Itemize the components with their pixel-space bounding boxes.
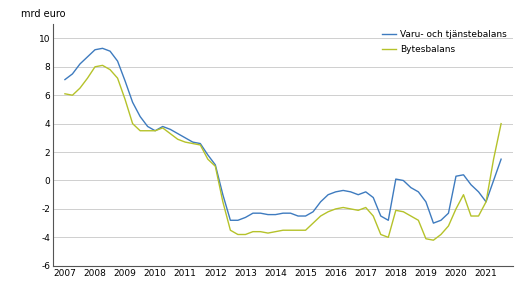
Varu- och tjänstebalans xyxy=(99,47,106,50)
Varu- och tjänstebalans xyxy=(430,221,436,225)
Bytesbalans xyxy=(430,238,436,242)
Varu- och tjänstebalans xyxy=(137,115,143,118)
Bytesbalans xyxy=(114,76,121,80)
Bytesbalans xyxy=(77,86,83,90)
Bytesbalans xyxy=(182,140,188,144)
Varu- och tjänstebalans xyxy=(182,136,188,140)
Varu- och tjänstebalans xyxy=(498,157,504,161)
Bytesbalans xyxy=(137,129,143,133)
Varu- och tjänstebalans xyxy=(77,62,83,66)
Varu- och tjänstebalans xyxy=(385,218,391,222)
Varu- och tjänstebalans xyxy=(295,214,301,218)
Bytesbalans xyxy=(62,92,68,96)
Varu- och tjänstebalans xyxy=(62,78,68,82)
Bytesbalans xyxy=(498,122,504,125)
Varu- och tjänstebalans xyxy=(114,59,121,63)
Bytesbalans xyxy=(385,236,391,239)
Line: Varu- och tjänstebalans: Varu- och tjänstebalans xyxy=(65,48,501,223)
Text: mrd euro: mrd euro xyxy=(21,9,65,19)
Legend: Varu- och tjänstebalans, Bytesbalans: Varu- och tjänstebalans, Bytesbalans xyxy=(380,29,508,56)
Bytesbalans xyxy=(99,63,106,67)
Line: Bytesbalans: Bytesbalans xyxy=(65,65,501,240)
Bytesbalans xyxy=(295,228,301,232)
